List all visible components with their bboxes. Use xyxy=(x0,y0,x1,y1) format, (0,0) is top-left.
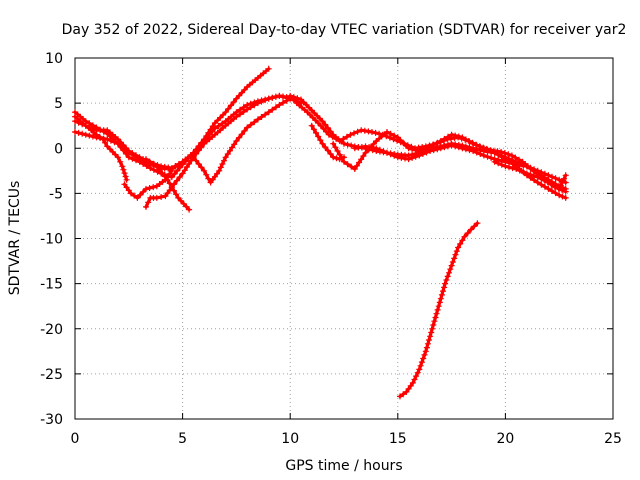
y-tick-label: 0 xyxy=(54,141,63,157)
y-tick-label: -20 xyxy=(40,322,63,338)
series-markers xyxy=(308,122,347,163)
series-markers xyxy=(143,92,304,210)
series-markers xyxy=(397,220,481,400)
y-tick-label: 5 xyxy=(54,96,63,112)
series-track-o xyxy=(397,220,481,400)
series-markers xyxy=(190,95,294,186)
chart-title: Day 352 of 2022, Sidereal Day-to-day VTE… xyxy=(62,22,627,38)
tick-layer: 0 5 10 15 20 25 -30 -25 -20 -15 -10 -5 0 5 10 xyxy=(40,51,622,447)
series-track-a xyxy=(72,65,272,181)
series-track-h xyxy=(190,95,294,186)
y-tick-label: -25 xyxy=(40,367,63,383)
series-markers xyxy=(72,65,272,181)
x-tick-label: 20 xyxy=(496,431,514,447)
x-tick-label: 25 xyxy=(604,431,622,447)
y-tick-label: -5 xyxy=(49,186,63,202)
x-tick-label: 0 xyxy=(71,431,80,447)
y-tick-label: -15 xyxy=(40,277,63,293)
series-markers xyxy=(143,156,193,213)
y-tick-label: -30 xyxy=(40,412,63,428)
y-tick-label: 10 xyxy=(45,51,63,67)
series-track-n xyxy=(491,158,569,192)
series-markers xyxy=(351,142,569,186)
y-axis-title: SDTVAR / TECUs xyxy=(7,181,23,296)
series-track-m xyxy=(351,142,569,186)
series-layer xyxy=(72,65,569,400)
x-axis-title: GPS time / hours xyxy=(285,458,402,474)
x-tick-label: 15 xyxy=(389,431,407,447)
series-markers xyxy=(491,158,569,192)
series-track-g xyxy=(143,156,193,213)
x-tick-label: 10 xyxy=(281,431,299,447)
series-track-f xyxy=(143,92,304,210)
x-tick-label: 5 xyxy=(178,431,187,447)
grid-layer xyxy=(75,58,613,419)
series-line xyxy=(73,67,271,179)
y-tick-label: -10 xyxy=(40,232,63,248)
